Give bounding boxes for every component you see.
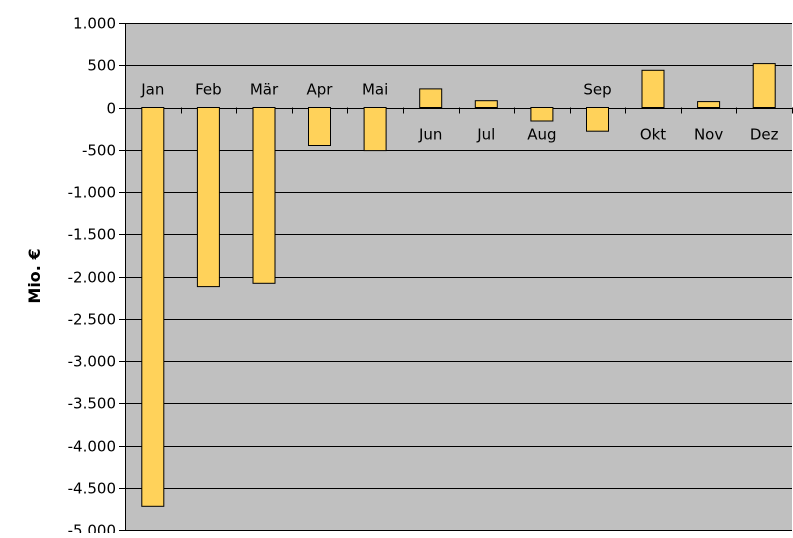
bar-mai: [363, 107, 387, 152]
bar-dez: [752, 63, 776, 108]
y-tick-label: -4.000: [68, 438, 116, 456]
category-label-feb: Feb: [195, 81, 222, 99]
bar-nov: [697, 101, 721, 108]
category-label-nov: Nov: [694, 126, 723, 144]
bar-aug: [530, 107, 554, 122]
y-tick-label: -3.000: [68, 353, 116, 371]
category-label-jan: Jan: [140, 81, 164, 99]
category-label-mär: Mär: [250, 81, 279, 99]
category-label-jul: Jul: [476, 126, 495, 144]
category-label-jun: Jun: [418, 126, 442, 144]
y-tick-label: -2.000: [68, 269, 116, 287]
y-tick-label: 500: [87, 57, 116, 75]
category-labels: Jan Feb Mär Apr Mai Jun Jul Aug Sep Okt Nov Dez: [140, 81, 778, 144]
bar-jun: [419, 88, 443, 109]
category-label-apr: Apr: [307, 81, 334, 99]
bars: [141, 63, 776, 507]
y-tick-label: -5.000: [68, 522, 116, 534]
y-tick-label: 0: [106, 100, 116, 118]
y-tick-label: 1.000: [73, 15, 116, 33]
bar-okt: [641, 69, 665, 109]
category-label-dez: Dez: [750, 126, 779, 144]
y-tick-label: -1.500: [68, 226, 116, 244]
y-tick-label: -1.000: [68, 184, 116, 202]
y-tick-label: -500: [82, 142, 116, 160]
bar-jul: [474, 100, 498, 108]
bar-mär: [252, 107, 276, 284]
bar-jan: [141, 107, 165, 507]
y-tick-label: -4.500: [68, 480, 116, 498]
category-label-sep: Sep: [583, 81, 611, 99]
y-tick-labels: 1.000 500 0 -500 -1.000 -1.500 -2.000 -2.500 -3.…: [68, 15, 116, 538]
category-label-aug: Aug: [527, 126, 556, 144]
axes: [119, 23, 793, 531]
category-label-mai: Mai: [362, 81, 388, 99]
bar-feb: [196, 107, 220, 288]
bar-apr: [308, 107, 331, 146]
y-tick-label: -2.500: [68, 311, 116, 329]
plot-area-background: [125, 23, 792, 530]
y-tick-label: -3.500: [68, 395, 116, 413]
y-axis-title: Mio. €: [25, 248, 44, 303]
category-label-okt: Okt: [640, 126, 666, 144]
bar-sep: [586, 107, 609, 132]
